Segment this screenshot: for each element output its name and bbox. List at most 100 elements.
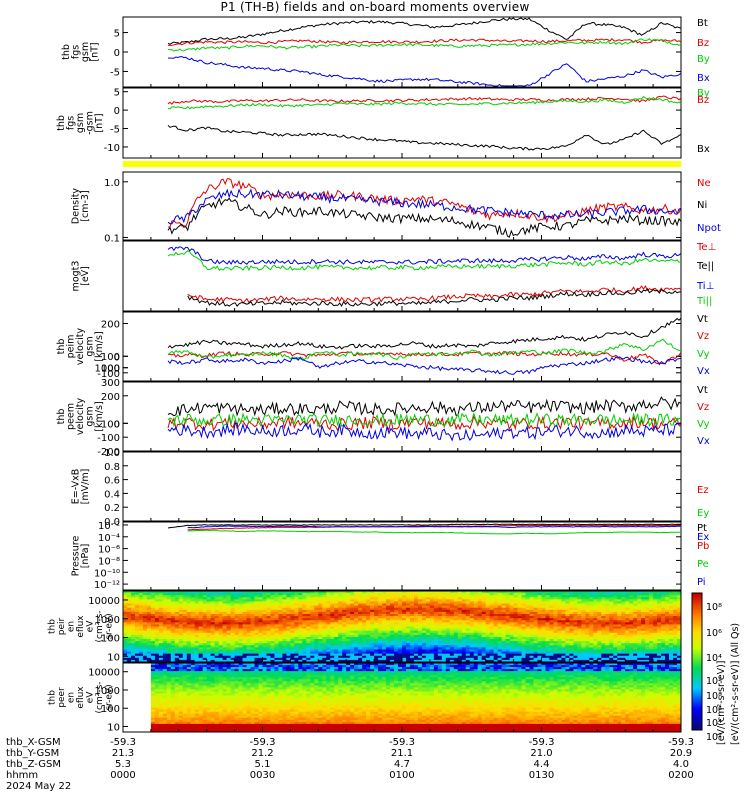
heatmap-cell bbox=[170, 639, 176, 642]
heatmap-cell bbox=[326, 624, 331, 627]
heatmap-cell bbox=[190, 639, 196, 642]
heatmap-cell bbox=[174, 618, 180, 621]
heatmap-cell bbox=[250, 649, 255, 652]
heatmap-cell bbox=[338, 653, 343, 657]
heatmap-cell bbox=[170, 645, 176, 648]
heatmap-cell bbox=[214, 609, 220, 613]
heatmap-cell bbox=[262, 607, 267, 611]
heatmap-cell bbox=[657, 647, 662, 650]
heatmap-cell bbox=[366, 630, 371, 634]
heatmap-cell bbox=[346, 643, 351, 646]
heatmap-cell bbox=[565, 597, 570, 600]
heatmap-cell bbox=[629, 622, 634, 625]
heatmap-cell bbox=[509, 624, 514, 627]
heatmap-cell bbox=[613, 603, 618, 607]
heatmap-cell bbox=[633, 595, 638, 598]
heatmap-cell bbox=[138, 593, 144, 596]
heatmap-cell bbox=[218, 651, 224, 655]
heatmap-cell bbox=[517, 634, 522, 638]
heatmap-cell bbox=[338, 657, 343, 661]
heatmap-cell bbox=[589, 639, 594, 642]
heatmap-cell bbox=[421, 626, 427, 629]
heatmap-cell bbox=[190, 601, 196, 604]
heatmap-cell bbox=[334, 630, 339, 634]
heatmap-cell bbox=[278, 593, 283, 596]
heatmap-cell bbox=[633, 643, 638, 646]
heatmap-cell bbox=[621, 597, 626, 600]
heatmap-cell bbox=[609, 647, 614, 650]
heatmap-cell bbox=[613, 597, 618, 600]
heatmap-cell bbox=[645, 601, 650, 604]
heatmap-cell bbox=[489, 636, 495, 640]
heatmap-cell bbox=[194, 593, 200, 596]
heatmap-cell bbox=[405, 597, 411, 600]
heatmap-cell bbox=[254, 649, 259, 652]
heatmap-cell bbox=[429, 651, 435, 655]
heatmap-cell bbox=[298, 639, 303, 642]
heatmap-cell bbox=[561, 595, 566, 598]
heatmap-cell bbox=[577, 639, 582, 642]
heatmap-cell bbox=[641, 613, 646, 617]
heatmap-cell bbox=[465, 601, 471, 604]
heatmap-cell bbox=[226, 639, 232, 642]
heatmap-cell bbox=[174, 593, 180, 596]
heatmap-cell bbox=[198, 632, 204, 636]
heatmap-cell bbox=[641, 659, 646, 663]
heatmap-cell bbox=[290, 599, 295, 602]
heatmap-cell bbox=[409, 634, 415, 638]
heatmap-cell bbox=[585, 603, 590, 607]
heatmap-cell bbox=[266, 620, 271, 623]
heatmap-cell bbox=[286, 611, 291, 615]
heatmap-cell bbox=[214, 603, 220, 607]
heatmap-cell bbox=[449, 657, 455, 661]
heatmap-cell bbox=[489, 624, 495, 627]
heatmap-cell bbox=[302, 643, 307, 646]
heatmap-cell bbox=[386, 595, 391, 598]
heatmap-cell bbox=[425, 634, 431, 638]
heatmap-cell bbox=[477, 657, 483, 661]
heatmap-cell bbox=[657, 591, 662, 594]
heatmap-cell bbox=[230, 595, 235, 598]
heatmap-cell bbox=[637, 595, 642, 598]
heatmap-cell bbox=[417, 653, 423, 657]
heatmap-cell bbox=[461, 641, 467, 644]
heatmap-cell bbox=[266, 593, 271, 596]
heatmap-cell bbox=[314, 613, 319, 617]
heatmap-cell bbox=[417, 636, 423, 640]
heatmap-cell bbox=[198, 613, 204, 617]
heatmap-cell bbox=[521, 659, 526, 663]
heatmap-cell bbox=[170, 603, 176, 607]
heatmap-cell bbox=[370, 601, 375, 604]
heatmap-cell bbox=[354, 618, 359, 621]
heatmap-cell bbox=[457, 639, 463, 642]
heatmap-cell bbox=[218, 657, 224, 661]
heatmap-cell bbox=[214, 639, 220, 642]
heatmap-cell bbox=[565, 624, 570, 627]
heatmap-cell bbox=[126, 628, 132, 632]
heatmap-cell bbox=[262, 653, 267, 657]
heatmap-cell bbox=[314, 593, 319, 596]
heatmap-cell bbox=[561, 599, 566, 602]
heatmap-cell bbox=[222, 591, 228, 594]
heatmap-cell bbox=[378, 607, 383, 611]
heatmap-cell bbox=[437, 632, 443, 636]
heatmap-cell bbox=[453, 636, 459, 640]
heatmap-cell bbox=[362, 618, 367, 621]
heatmap-cell bbox=[473, 643, 479, 646]
heatmap-cell bbox=[298, 613, 303, 617]
heatmap-cell bbox=[509, 613, 514, 617]
ylabel-line: thb bbox=[56, 339, 67, 355]
heatmap-cell bbox=[222, 653, 228, 657]
heatmap-cell bbox=[166, 626, 172, 629]
heatmap-cell bbox=[417, 603, 423, 607]
ylabel-line: [km/s] bbox=[94, 331, 105, 361]
heatmap-cell bbox=[441, 634, 447, 638]
heatmap-cell bbox=[226, 599, 232, 602]
heatmap-cell bbox=[549, 641, 554, 644]
heatmap-cell bbox=[130, 634, 136, 638]
heatmap-cell bbox=[589, 659, 594, 663]
heatmap-cell bbox=[449, 659, 455, 663]
heatmap-cell bbox=[421, 655, 427, 659]
heatmap-cell bbox=[230, 657, 235, 661]
heatmap-cell bbox=[382, 659, 387, 663]
